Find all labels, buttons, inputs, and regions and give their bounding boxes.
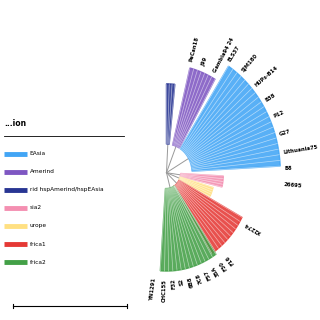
Polygon shape	[160, 186, 216, 271]
Text: PeCan18: PeCan18	[189, 36, 200, 62]
Text: F32: F32	[171, 278, 176, 290]
Text: 26695: 26695	[284, 182, 303, 188]
Text: Amerind: Amerind	[30, 169, 55, 174]
Text: frica1: frica1	[30, 242, 46, 247]
Text: F16: F16	[225, 254, 236, 266]
Text: ELS37: ELS37	[227, 44, 241, 62]
Polygon shape	[180, 66, 280, 171]
Polygon shape	[180, 173, 223, 187]
Text: X2274: X2274	[244, 221, 263, 235]
Text: 7C8: 7C8	[195, 272, 204, 284]
Text: J99: J99	[201, 57, 209, 67]
Text: urope: urope	[30, 223, 47, 228]
Text: S2: S2	[179, 277, 185, 285]
Text: YN1291: YN1291	[149, 278, 157, 301]
Polygon shape	[166, 84, 175, 144]
Text: G27: G27	[279, 128, 291, 137]
Text: F57: F57	[203, 269, 212, 281]
Text: EAsia: EAsia	[30, 151, 46, 156]
Text: 35A: 35A	[211, 264, 220, 277]
Polygon shape	[179, 177, 213, 196]
Polygon shape	[174, 180, 242, 253]
Text: SJM180: SJM180	[241, 53, 259, 74]
Text: P12: P12	[273, 110, 285, 119]
Text: ...ion: ...ion	[4, 119, 26, 128]
Text: rid hspAmerind/hspEAsia: rid hspAmerind/hspEAsia	[30, 187, 103, 192]
Text: B8: B8	[284, 165, 292, 171]
Text: frica2: frica2	[30, 260, 47, 265]
Text: Gambia94 24: Gambia94 24	[212, 36, 235, 73]
Text: F30: F30	[218, 260, 228, 271]
Text: Lithuania75: Lithuania75	[283, 144, 318, 155]
Text: CHC155: CHC155	[162, 279, 167, 302]
Text: 6B8: 6B8	[187, 275, 195, 288]
Text: sia2: sia2	[30, 205, 42, 211]
Polygon shape	[173, 68, 215, 148]
Text: B38: B38	[264, 93, 276, 103]
Text: HUPs-B14: HUPs-B14	[254, 65, 279, 88]
